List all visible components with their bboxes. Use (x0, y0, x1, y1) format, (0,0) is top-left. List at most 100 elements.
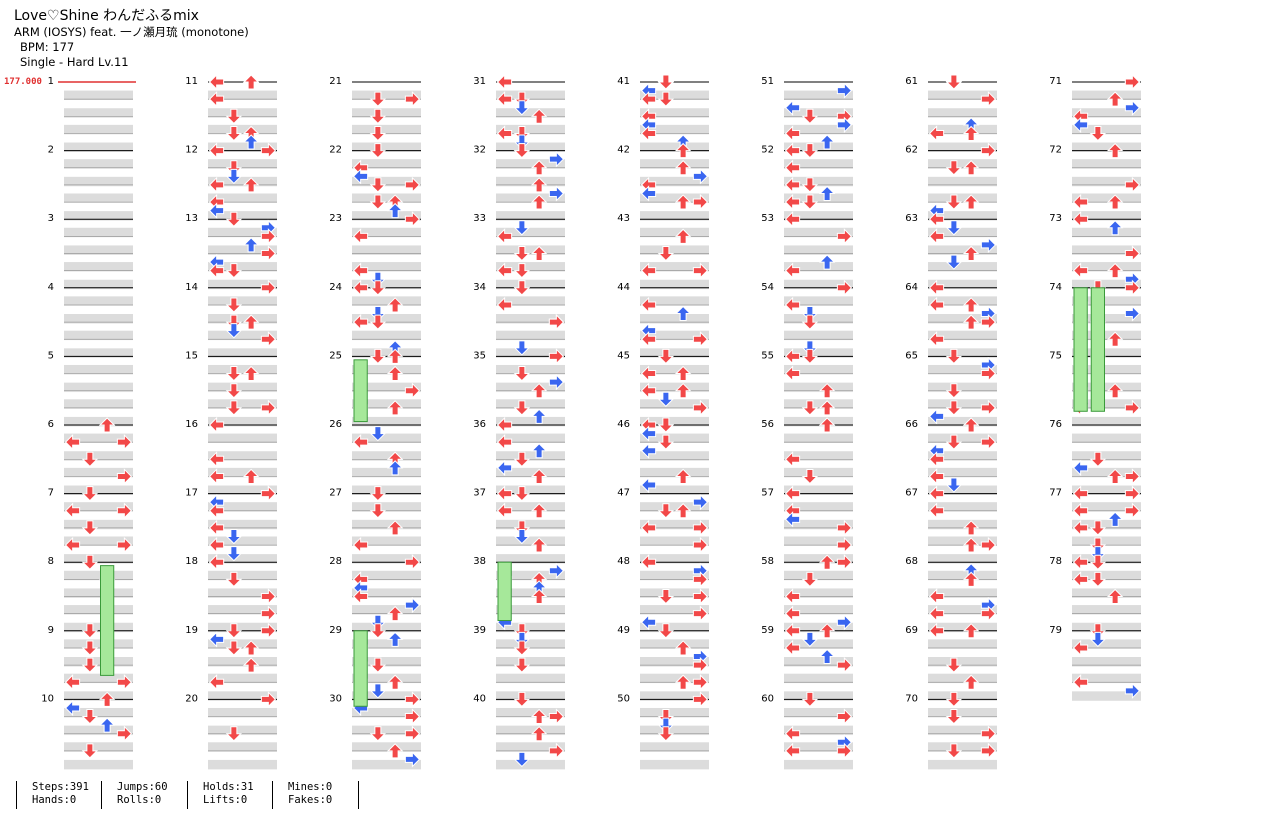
note-arrow (1072, 262, 1089, 279)
note-arrow (962, 674, 980, 690)
beat-band (928, 725, 997, 736)
note-arrow (801, 631, 819, 648)
note-arrow (386, 674, 404, 690)
beat-band (352, 622, 421, 633)
note-arrow (945, 743, 963, 759)
note-arrow (1124, 485, 1141, 502)
measure-number: 62 (905, 145, 918, 156)
note-arrow (496, 296, 513, 314)
beat-band (928, 262, 997, 272)
beat-band (496, 296, 565, 306)
measure-number: 44 (617, 282, 630, 293)
beat-band (64, 176, 133, 187)
beat-band (352, 90, 421, 101)
note-arrow (784, 193, 801, 211)
beat-band (352, 279, 421, 290)
beat-band (496, 673, 565, 684)
note-arrow (225, 366, 243, 382)
beat-band (352, 742, 421, 752)
beat-band (784, 364, 853, 375)
measure-number: 14 (185, 282, 198, 293)
note-arrow (369, 726, 387, 742)
beat-band (208, 364, 277, 375)
beat-band (352, 364, 421, 375)
note-arrow (784, 210, 801, 228)
note-arrow (836, 708, 853, 725)
note-arrow (980, 433, 997, 451)
beat-band (784, 433, 853, 444)
measure-number: 20 (185, 693, 198, 704)
note-arrow (928, 296, 945, 314)
note-arrow (208, 262, 225, 279)
beat-band (928, 227, 997, 238)
beat-band (928, 108, 997, 118)
beat-band (64, 330, 133, 341)
stat-holds: Holds:31 (203, 781, 254, 793)
beat-band (784, 296, 853, 306)
beat-band (640, 588, 709, 598)
note-arrow (945, 194, 963, 210)
beat-band (64, 433, 133, 444)
note-arrow (530, 194, 548, 210)
beat-band (928, 622, 997, 633)
note-arrow (1124, 468, 1141, 485)
beat-band (64, 399, 133, 409)
measure-number: 36 (473, 419, 486, 430)
beat-band (496, 554, 565, 564)
beat-band (352, 725, 421, 736)
beat-band (208, 142, 277, 152)
beat-band (208, 657, 277, 667)
beat-band (1072, 279, 1141, 290)
note-arrow (352, 433, 369, 451)
note-arrow (548, 348, 565, 365)
beat-band (208, 382, 277, 393)
note-arrow (784, 262, 801, 279)
beat-band (208, 639, 277, 649)
measure-number: 61 (905, 76, 918, 87)
measure-number: 26 (329, 419, 342, 430)
note-arrow (945, 400, 963, 416)
note-arrow (386, 365, 404, 382)
note-arrow (928, 605, 945, 622)
note-arrow (496, 125, 513, 142)
beat-band (640, 382, 709, 393)
note-arrow (81, 743, 99, 759)
beat-band (640, 673, 709, 684)
measure-number: 11 (185, 76, 198, 87)
note-arrow (784, 142, 801, 159)
note-arrow (386, 202, 404, 219)
beat-band (208, 330, 277, 341)
note-arrow (260, 622, 277, 640)
note-arrow (980, 90, 997, 108)
beat-band (640, 108, 709, 118)
beat-band (208, 485, 277, 495)
beat-band (208, 124, 277, 135)
note-arrow (404, 553, 421, 571)
beat-band (208, 433, 277, 444)
note-arrow (513, 400, 531, 416)
beat-band (928, 673, 997, 684)
note-arrow (980, 142, 997, 159)
measure-number: 9 (48, 625, 54, 636)
measure-number: 50 (617, 693, 630, 704)
note-arrow (404, 708, 421, 725)
note-arrow (784, 159, 801, 176)
stat-fakes: Fakes:0 (288, 794, 333, 806)
note-arrow (513, 263, 531, 279)
note-arrow (81, 451, 99, 468)
note-arrow (530, 177, 548, 193)
beat-band (1072, 108, 1141, 118)
beat-band (496, 639, 565, 649)
beat-band (496, 588, 565, 598)
measure-number: 5 (48, 350, 54, 361)
note-arrow (674, 382, 692, 399)
note-arrow (657, 246, 675, 262)
note-arrow (98, 717, 116, 733)
beat-band (1072, 536, 1141, 546)
beat-band (64, 536, 133, 546)
note-arrow (369, 426, 387, 442)
beat-band (208, 176, 277, 187)
beat-band (352, 554, 421, 564)
note-arrow (836, 279, 853, 297)
note-arrow (64, 674, 81, 691)
